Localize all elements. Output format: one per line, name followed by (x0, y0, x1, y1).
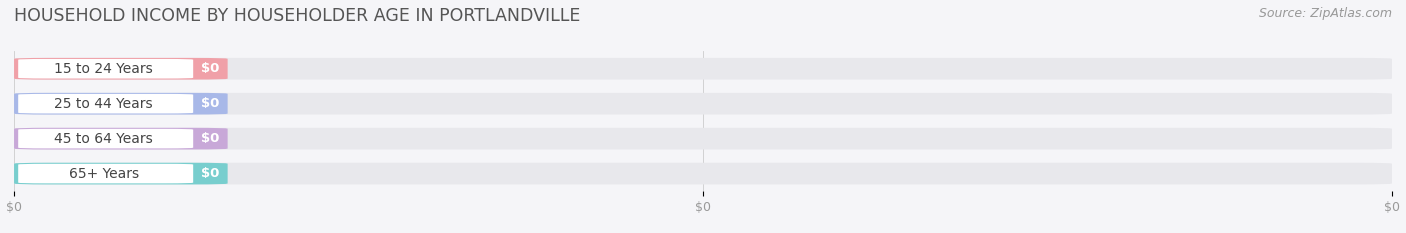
Text: $0: $0 (201, 97, 219, 110)
Text: 25 to 44 Years: 25 to 44 Years (55, 97, 153, 111)
Text: $0: $0 (201, 132, 219, 145)
FancyBboxPatch shape (14, 163, 1392, 185)
Text: Source: ZipAtlas.com: Source: ZipAtlas.com (1258, 7, 1392, 20)
Text: HOUSEHOLD INCOME BY HOUSEHOLDER AGE IN PORTLANDVILLE: HOUSEHOLD INCOME BY HOUSEHOLDER AGE IN P… (14, 7, 581, 25)
Text: $0: $0 (201, 167, 219, 180)
FancyBboxPatch shape (14, 93, 1392, 115)
FancyBboxPatch shape (14, 163, 228, 185)
FancyBboxPatch shape (14, 58, 228, 80)
FancyBboxPatch shape (14, 58, 1392, 80)
FancyBboxPatch shape (14, 128, 1392, 150)
Text: 65+ Years: 65+ Years (69, 167, 139, 181)
FancyBboxPatch shape (14, 93, 228, 115)
Text: $0: $0 (201, 62, 219, 75)
FancyBboxPatch shape (18, 164, 193, 183)
FancyBboxPatch shape (18, 59, 193, 79)
FancyBboxPatch shape (14, 128, 228, 150)
FancyBboxPatch shape (18, 129, 193, 148)
Text: 15 to 24 Years: 15 to 24 Years (55, 62, 153, 76)
Text: 45 to 64 Years: 45 to 64 Years (55, 132, 153, 146)
FancyBboxPatch shape (18, 94, 193, 113)
